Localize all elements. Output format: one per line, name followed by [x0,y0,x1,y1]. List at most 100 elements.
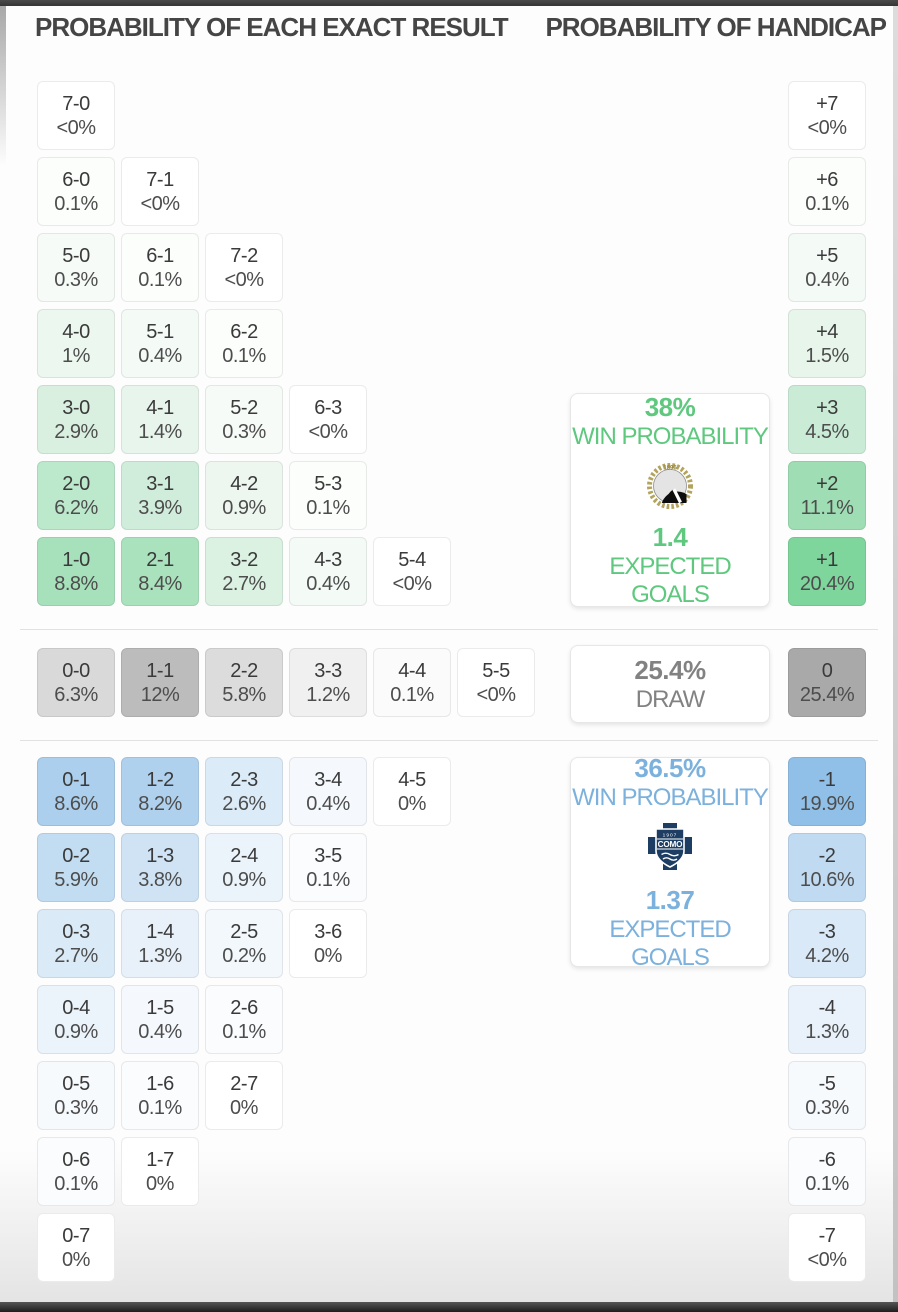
bottom-border [0,1302,898,1312]
cell-score: 2-3 [230,768,258,791]
result-cell-4-0: 4-0 1% [37,309,115,378]
cell-probability: 0% [146,1172,174,1195]
cell-probability: 4.2% [805,944,849,967]
cell-probability: 1% [62,344,90,367]
cell-score: +2 [816,472,838,495]
result-cell-5-1: 5-1 0.4% [121,309,199,378]
cell-probability: 0.1% [54,192,98,215]
cell-score: 3-6 [314,920,342,943]
away-expected-goals-value: 1.37 [645,884,695,915]
result-cell-2-7: 2-7 0% [205,1061,283,1130]
home-expected-goals-label: EXPECTED GOALS [609,552,731,608]
cell-score: -2 [818,844,836,867]
cell-score: 6-0 [62,168,90,191]
cell-score: 2-6 [230,996,258,1019]
result-cell-0-1: 0-1 8.6% [37,757,115,826]
cell-probability: 19.9% [799,792,855,815]
cell-probability: 12% [140,683,180,706]
cell-score: 1-3 [146,844,174,867]
cell-score: +4 [816,320,838,343]
cell-probability: 0.3% [805,1096,849,1119]
cell-score: 0-2 [62,844,90,867]
result-cell-4-1: 4-1 1.4% [121,385,199,454]
result-cell-4-2: 4-2 0.9% [205,461,283,530]
handicap-cell--6: -6 0.1% [788,1137,866,1206]
cell-score: -6 [818,1148,836,1171]
divider-below-draw [20,740,878,741]
cell-score: 4-2 [230,472,258,495]
cell-score: 7-0 [62,92,90,115]
result-cell-2-5: 2-5 0.2% [205,909,283,978]
cell-score: 1-7 [146,1148,174,1171]
cell-probability: 5.8% [222,683,266,706]
cell-probability: 8.6% [54,792,98,815]
cell-probability: 0.1% [805,1172,849,1195]
result-cell-6-2: 6-2 0.1% [205,309,283,378]
away-win-probability-label: WIN PROBABILITY [572,783,769,811]
cell-probability: 0.1% [222,344,266,367]
cell-probability: 0.1% [306,496,350,519]
exact-result-title: PROBABILITY OF EACH EXACT RESULT [35,12,509,42]
result-cell-5-0: 5-0 0.3% [37,233,115,302]
cell-probability: 2.9% [54,420,98,443]
handicap-title: PROBABILITY OF HANDICAP [545,12,887,42]
cell-score: 3-2 [230,548,258,571]
result-cell-6-0: 6-0 0.1% [37,157,115,226]
cell-score: 0 [821,659,833,682]
cell-probability: 0.4% [138,344,182,367]
cell-score: 2-7 [230,1072,258,1095]
result-cell-4-4: 4-4 0.1% [373,648,451,717]
result-cell-1-3: 1-3 3.8% [121,833,199,902]
cell-score: 5-5 [482,659,510,682]
result-cell-3-5: 3-5 0.1% [289,833,367,902]
handicap-cell-+1: +1 20.4% [788,537,866,606]
result-cell-2-1: 2-1 8.4% [121,537,199,606]
handicap-cell-+5: +5 0.4% [788,233,866,302]
cell-score: 0-0 [62,659,90,682]
handicap-cell-+7: +7 <0% [788,81,866,150]
cell-score: +1 [816,548,838,571]
cell-score: 3-0 [62,396,90,419]
cell-score: +5 [816,244,838,267]
cell-probability: 8.8% [54,572,98,595]
cell-probability: 4.5% [805,420,849,443]
result-cell-5-2: 5-2 0.3% [205,385,283,454]
cell-probability: 1.5% [805,344,849,367]
cell-probability: 0.1% [306,868,350,891]
result-cell-6-1: 6-1 0.1% [121,233,199,302]
cell-score: 1-4 [146,920,174,943]
handicap-cell-0: 0 25.4% [788,648,866,717]
result-cell-3-2: 3-2 2.7% [205,537,283,606]
handicap-cell-+4: +4 1.5% [788,309,866,378]
result-cell-2-6: 2-6 0.1% [205,985,283,1054]
cell-probability: 3.9% [138,496,182,519]
cell-probability: <0% [224,268,264,291]
cell-probability: <0% [807,1248,847,1271]
cell-score: 7-1 [146,168,174,191]
cell-score: 3-3 [314,659,342,682]
udinese-crest-icon: 1896 [646,461,694,514]
result-cell-0-6: 0-6 0.1% [37,1137,115,1206]
cell-score: 4-3 [314,548,342,571]
cell-score: 2-4 [230,844,258,867]
result-cell-0-5: 0-5 0.3% [37,1061,115,1130]
cell-probability: 20.4% [799,572,855,595]
handicap-cell--4: -4 1.3% [788,985,866,1054]
cell-probability: 0.1% [138,268,182,291]
result-cell-5-3: 5-3 0.1% [289,461,367,530]
result-cell-7-1: 7-1 <0% [121,157,199,226]
cell-probability: 1.4% [138,420,182,443]
cell-score: 0-3 [62,920,90,943]
cell-probability: 1.3% [138,944,182,967]
cell-probability: 0.4% [306,572,350,595]
handicap-cell--7: -7 <0% [788,1213,866,1282]
cell-probability: 0% [314,944,342,967]
result-cell-4-3: 4-3 0.4% [289,537,367,606]
cell-probability: 6.2% [54,496,98,519]
cell-score: 5-0 [62,244,90,267]
cell-score: 4-0 [62,320,90,343]
cell-score: 1-6 [146,1072,174,1095]
result-cell-5-4: 5-4 <0% [373,537,451,606]
cell-score: 2-2 [230,659,258,682]
home-expected-goals-value: 1.4 [652,521,688,552]
